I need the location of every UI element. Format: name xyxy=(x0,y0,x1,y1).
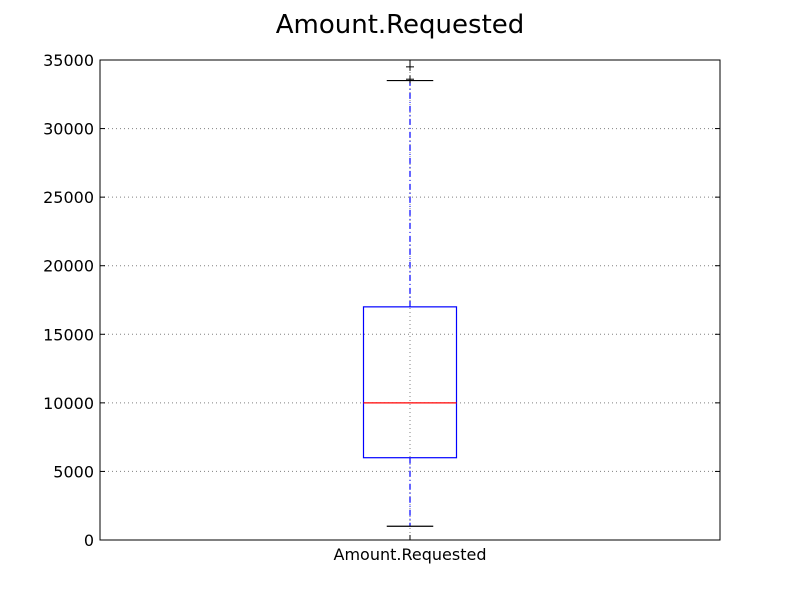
outlier-point xyxy=(406,75,414,84)
x-tick-label: Amount.Requested xyxy=(334,545,487,564)
y-tick-label: 5000 xyxy=(53,462,94,481)
y-tick-label: 15000 xyxy=(43,325,94,344)
y-tick-label: 20000 xyxy=(43,257,94,276)
x-axis: Amount.Requested xyxy=(334,60,487,564)
iqr-box xyxy=(362,306,458,459)
y-tick-label: 10000 xyxy=(43,394,94,413)
y-tick-label: 30000 xyxy=(43,120,94,139)
y-tick-label: 0 xyxy=(84,531,94,550)
y-tick-label: 35000 xyxy=(43,51,94,70)
chart-title: Amount.Requested xyxy=(276,10,525,40)
y-axis: 0 5000 10000 15000 20000 25000 30000 35000 xyxy=(43,51,720,550)
y-tick-label: 25000 xyxy=(43,188,94,207)
